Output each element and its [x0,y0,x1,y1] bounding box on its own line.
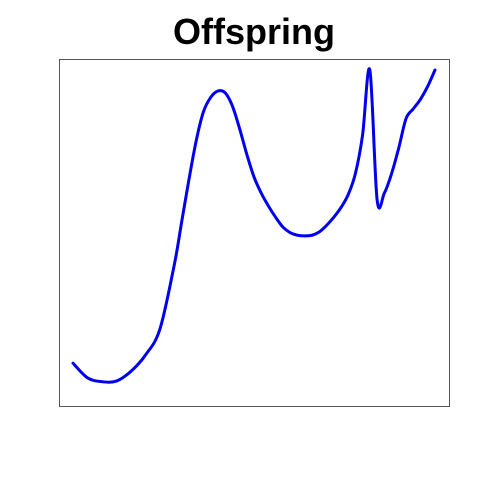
series-layer [71,67,437,384]
plot-frame [59,59,450,407]
chart-title: Offspring [173,11,335,52]
series-line-0 [71,67,437,384]
